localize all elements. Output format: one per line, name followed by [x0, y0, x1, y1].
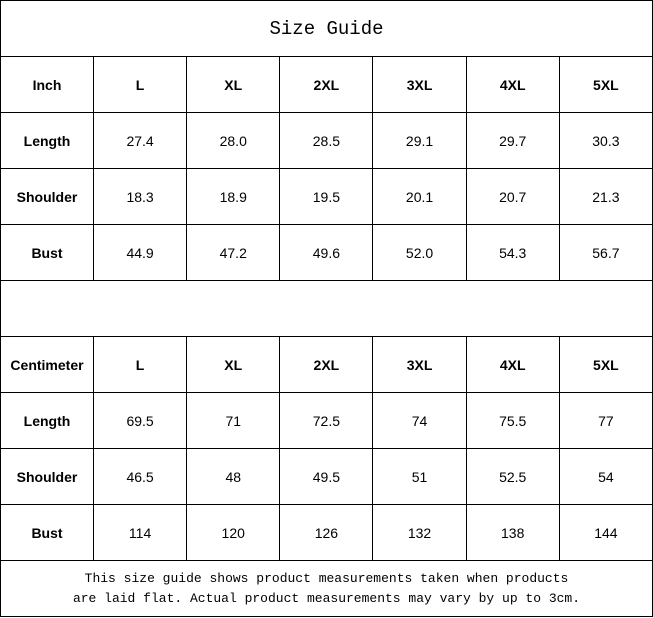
size-header: XL [186, 336, 281, 393]
measurement-cell: 77 [558, 392, 653, 449]
size-header: 3XL [372, 56, 467, 113]
row-label: Length [0, 112, 94, 169]
measurement-cell: 54 [558, 448, 653, 505]
measurement-cell: 75.5 [465, 392, 560, 449]
measurement-cell: 49.6 [279, 224, 374, 281]
measurement-cell: 56.7 [558, 224, 653, 281]
measurement-cell: 28.0 [186, 112, 281, 169]
size-header: 3XL [372, 336, 467, 393]
measurement-cell: 132 [372, 504, 467, 561]
measurement-cell: 74 [372, 392, 467, 449]
measurement-cell: 69.5 [92, 392, 188, 449]
note-line: are laid flat. Actual product measuremen… [72, 590, 581, 606]
measurement-cell: 30.3 [558, 112, 653, 169]
table-row: Length 27.4 28.0 28.5 29.1 29.7 30.3 [0, 112, 653, 169]
measurement-cell: 29.7 [465, 112, 560, 169]
unit-header: Inch [0, 56, 94, 113]
measurement-cell: 54.3 [465, 224, 560, 281]
header-row: Centimeter L XL 2XL 3XL 4XL 5XL [0, 336, 653, 393]
measurement-cell: 21.3 [558, 168, 653, 225]
row-label: Bust [0, 504, 94, 561]
note-row: This size guide shows product measuremen… [0, 560, 653, 617]
size-header: 2XL [279, 56, 374, 113]
measurement-cell: 144 [558, 504, 653, 561]
measurement-cell: 19.5 [279, 168, 374, 225]
measurement-cell: 114 [92, 504, 188, 561]
spacer-cell [0, 280, 653, 337]
measurement-cell: 51 [372, 448, 467, 505]
measurement-cell: 52.5 [465, 448, 560, 505]
measurement-cell: 126 [279, 504, 374, 561]
row-label: Length [0, 392, 94, 449]
measurement-cell: 48 [186, 448, 281, 505]
measurement-cell: 27.4 [92, 112, 188, 169]
measurement-cell: 29.1 [372, 112, 467, 169]
measurement-cell: 47.2 [186, 224, 281, 281]
measurement-cell: 20.7 [465, 168, 560, 225]
size-header: 2XL [279, 336, 374, 393]
measurement-cell: 28.5 [279, 112, 374, 169]
size-header: L [92, 336, 188, 393]
row-label: Shoulder [0, 448, 94, 505]
measurement-cell: 46.5 [92, 448, 188, 505]
size-header: L [92, 56, 188, 113]
size-header: 5XL [558, 336, 653, 393]
measurement-cell: 18.3 [92, 168, 188, 225]
measurement-cell: 138 [465, 504, 560, 561]
unit-header: Centimeter [0, 336, 94, 393]
size-note: This size guide shows product measuremen… [0, 560, 653, 617]
measurement-cell: 49.5 [279, 448, 374, 505]
table-row: Shoulder 46.5 48 49.5 51 52.5 54 [0, 448, 653, 505]
table-row: Shoulder 18.3 18.9 19.5 20.1 20.7 21.3 [0, 168, 653, 225]
measurement-cell: 52.0 [372, 224, 467, 281]
row-label: Shoulder [0, 168, 94, 225]
measurement-cell: 71 [186, 392, 281, 449]
title-row: Size Guide [0, 0, 653, 57]
page-title: Size Guide [0, 0, 653, 57]
measurement-cell: 72.5 [279, 392, 374, 449]
measurement-cell: 20.1 [372, 168, 467, 225]
measurement-cell: 18.9 [186, 168, 281, 225]
size-header: XL [186, 56, 281, 113]
row-label: Bust [0, 224, 94, 281]
table-row: Bust 44.9 47.2 49.6 52.0 54.3 56.7 [0, 224, 653, 281]
header-row: Inch L XL 2XL 3XL 4XL 5XL [0, 56, 653, 113]
spacer-row [0, 280, 653, 337]
table-row: Length 69.5 71 72.5 74 75.5 77 [0, 392, 653, 449]
measurement-cell: 44.9 [92, 224, 188, 281]
note-line: This size guide shows product measuremen… [84, 570, 569, 586]
size-header: 4XL [465, 336, 560, 393]
size-header: 4XL [465, 56, 560, 113]
measurement-cell: 120 [186, 504, 281, 561]
size-header: 5XL [558, 56, 653, 113]
table-row: Bust 114 120 126 132 138 144 [0, 504, 653, 561]
